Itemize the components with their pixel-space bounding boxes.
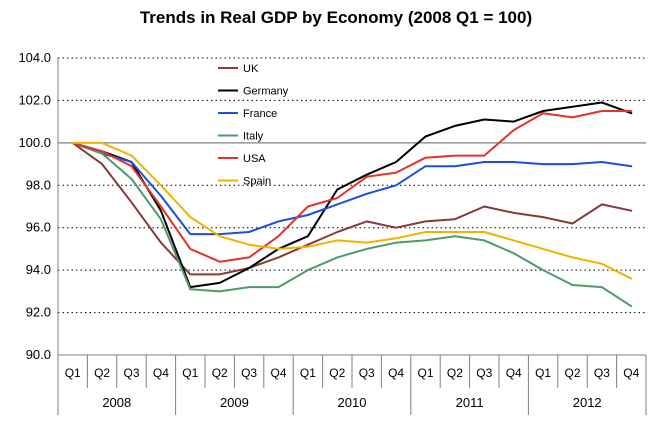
x-tick-quarter: Q3: [476, 366, 492, 380]
x-tick-quarter: Q2: [212, 366, 228, 380]
x-tick-quarter: Q4: [153, 366, 169, 380]
series-line-usa: [71, 110, 633, 263]
x-tick-year: 2011: [456, 395, 484, 410]
y-tick-label: 100.0: [18, 135, 51, 150]
legend-layer: UK Germany France Italy USA Spain: [218, 63, 289, 188]
y-tick-label: 92.0: [26, 305, 51, 320]
y-tick-label: 102.0: [18, 92, 51, 107]
series-layer: [71, 101, 633, 308]
y-tick-label: 104.0: [18, 50, 51, 65]
series-line-germany: [71, 101, 633, 289]
legend-label-usa: USA: [243, 153, 266, 165]
x-tick-year: 2012: [573, 395, 602, 410]
y-tick-label: 94.0: [26, 262, 51, 277]
series-line-uk: [71, 141, 633, 276]
series-line-spain: [71, 141, 633, 280]
x-tick-year: 2009: [220, 395, 249, 410]
x-tick-quarter: Q4: [270, 366, 286, 380]
legend-label-spain: Spain: [243, 176, 271, 188]
axis-layer: 90.0 92.0 94.0 96.0 98.0 100.0 102.0 104.0 Q1 Q2 Q…: [18, 50, 647, 415]
x-tick-quarter: Q3: [123, 366, 139, 380]
x-tick-quarter: Q3: [241, 366, 257, 380]
legend-label-italy: Italy: [243, 131, 264, 143]
legend-label-france: France: [243, 108, 277, 120]
x-tick-quarter: Q1: [535, 366, 551, 380]
chart-title: Trends in Real GDP by Economy (2008 Q1 =…: [139, 8, 533, 27]
x-tick-quarter: Q2: [447, 366, 463, 380]
x-tick-year: 2008: [102, 395, 131, 410]
x-tick-quarter: Q4: [623, 366, 639, 380]
x-tick-quarter: Q3: [594, 366, 610, 380]
x-tick-quarter: Q1: [300, 366, 316, 380]
x-tick-quarter: Q4: [506, 366, 522, 380]
y-tick-label: 96.0: [26, 220, 51, 235]
legend-label-germany: Germany: [243, 86, 289, 98]
series-line-france: [71, 141, 633, 236]
x-tick-year: 2010: [338, 395, 367, 410]
x-tick-quarter: Q1: [65, 366, 81, 380]
x-tick-quarter: Q1: [182, 366, 198, 380]
legend-label-uk: UK: [243, 63, 259, 75]
x-tick-quarter: Q2: [329, 366, 345, 380]
series-line-italy: [71, 141, 633, 308]
x-tick-quarter: Q2: [564, 366, 580, 380]
x-tick-quarter: Q3: [359, 366, 375, 380]
x-tick-quarter: Q2: [94, 366, 110, 380]
y-tick-label: 98.0: [26, 177, 51, 192]
x-tick-quarter: Q4: [388, 366, 404, 380]
y-tick-label: 90.0: [26, 347, 51, 362]
x-tick-quarter: Q1: [417, 366, 433, 380]
